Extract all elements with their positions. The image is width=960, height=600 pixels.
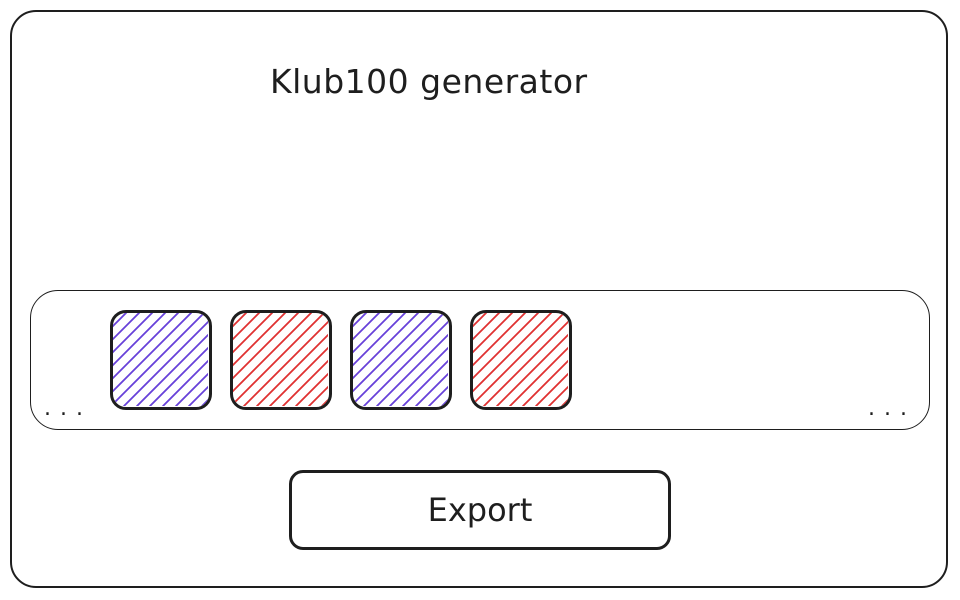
tile-hatch [113, 313, 208, 406]
tile-4[interactable] [470, 310, 572, 410]
right-overflow-indicator: ... [868, 396, 916, 421]
tile-hatch [473, 313, 568, 406]
tile-hatch [233, 313, 328, 406]
app-window [10, 10, 948, 588]
tile-2[interactable] [230, 310, 332, 410]
tile-3[interactable] [350, 310, 452, 410]
export-button[interactable]: Export [289, 470, 671, 550]
page-title: Klub100 generator [270, 62, 588, 101]
tile-strip[interactable] [30, 290, 930, 430]
left-overflow-indicator: ... [44, 396, 92, 421]
tile-1[interactable] [110, 310, 212, 410]
tile-hatch [353, 313, 448, 406]
